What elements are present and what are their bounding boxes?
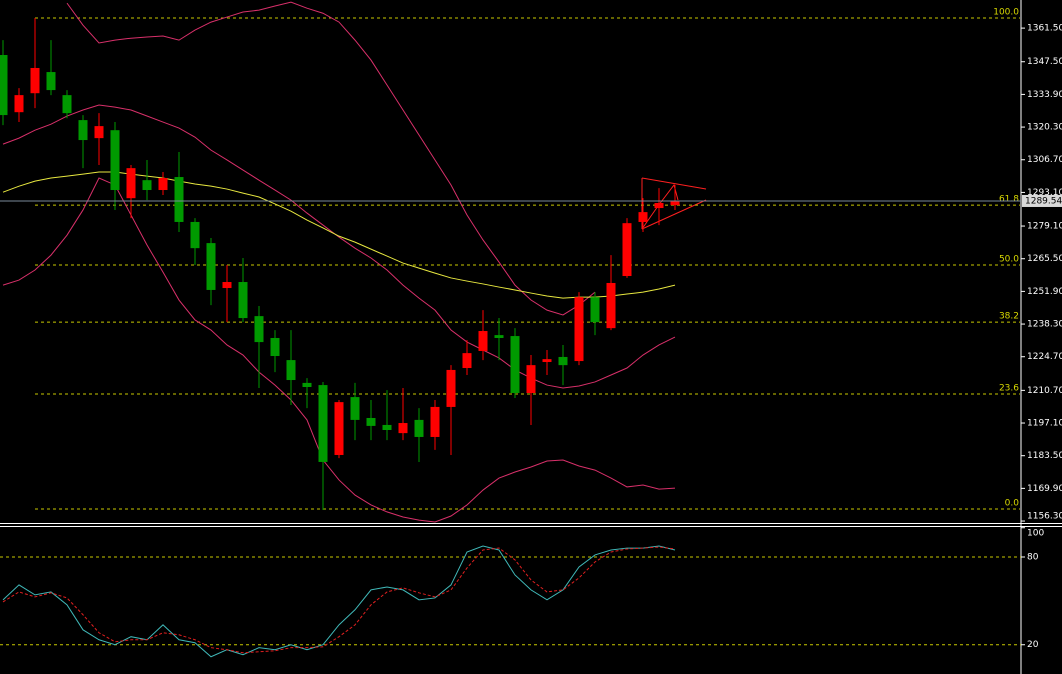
candle-body [174,177,184,222]
y-tick-label: 1183.50 [1027,451,1062,461]
candle-body [0,55,8,116]
candle-body [94,126,104,139]
fib-label: 23.6 [999,383,1019,393]
y-tick-label: 1333.90 [1027,90,1062,100]
candle-body [446,369,456,407]
last-price-box [1022,194,1062,207]
y-tick-label: 1306.70 [1027,155,1062,165]
candle-body [302,382,312,387]
trend-line [641,183,679,230]
candle-body [478,331,488,351]
candle-body [46,72,56,91]
candle-body [318,385,328,462]
y-tick-label: 1293.10 [1027,188,1062,198]
y-tick-label: 1347.50 [1027,57,1062,67]
candle-body [398,423,408,434]
fib-label: 38.2 [999,312,1019,322]
last-price-label: 1289.54 [1025,196,1062,206]
trend-line [641,177,707,190]
fib-label: 61.8 [999,195,1019,205]
candle-body [126,168,136,199]
fib-label: 0.0 [1005,499,1020,509]
candle-body [382,424,392,430]
candle-body [462,353,472,369]
candle-body [14,95,24,113]
y-tick-label: 1238.30 [1027,320,1062,330]
candle-body [334,402,344,455]
y-tick-label: 1251.90 [1027,287,1062,297]
indicator-line [66,1,596,316]
candle-body [270,337,280,357]
candle-body [366,417,376,426]
candle-body [430,406,440,437]
indicator-line [2,546,676,654]
indicator-line [2,177,676,523]
candle-body [158,178,168,191]
candle-body [206,243,216,290]
fib-label: 50.0 [999,254,1019,264]
y-tick-label: 1265.50 [1027,254,1062,264]
candle-body [286,360,296,381]
candle-body [590,297,600,323]
y-tick-label: 1224.70 [1027,352,1062,362]
candle-body [30,67,40,94]
candle-body [414,419,424,437]
candle-body [238,282,248,319]
candle-body [110,130,120,191]
candle-body [606,282,616,329]
y-tick-label: 1169.90 [1027,484,1062,494]
candle-body [622,223,632,277]
candle-body [142,180,152,191]
y-tick-label: 1320.30 [1027,123,1062,133]
y-tick-label: 20 [1027,640,1039,650]
candle-body [670,201,680,206]
y-tick-label: 1197.10 [1027,419,1062,429]
candle-body [638,212,648,222]
y-tick-label: 80 [1027,552,1039,562]
y-tick-label: 100 [1027,529,1044,539]
indicator-line [2,104,676,389]
candle-body [494,335,504,338]
indicator-line [2,171,676,299]
candle-body [190,221,200,249]
candle-body [510,336,520,394]
candle-body [654,202,664,209]
y-tick-label: 1210.70 [1027,386,1062,396]
candle-body [526,365,536,394]
y-tick-label: 1279.10 [1027,222,1062,232]
indicator-line [2,545,676,658]
y-tick-label: 1156.30 [1027,512,1062,522]
candle-body [62,95,72,114]
candle-body [254,316,264,343]
candle-body [574,297,584,362]
y-tick-label: 1361.50 [1027,24,1062,34]
candle-body [542,359,552,363]
fib-label: 100.0 [993,8,1019,18]
candle-body [558,356,568,366]
candle-body [78,120,88,141]
candle-body [222,282,232,289]
candle-body [350,397,360,420]
